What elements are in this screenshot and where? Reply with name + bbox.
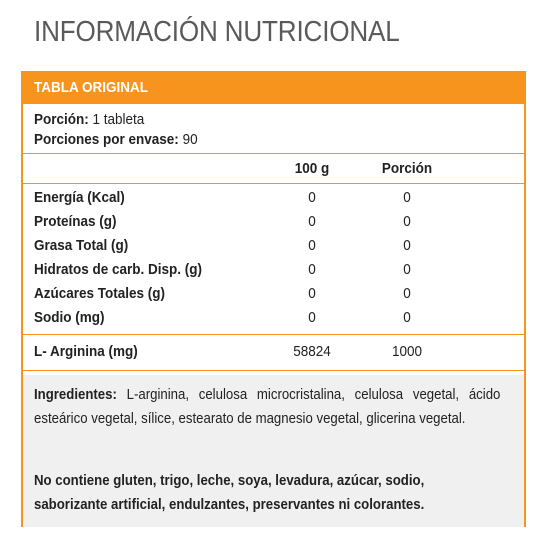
- row-value-100g: 0: [308, 261, 316, 278]
- ingredients-panel: Ingredientes: L-arginina, celulosa micro…: [23, 375, 524, 527]
- row-label-fat: Grasa Total (g): [34, 237, 129, 254]
- ingredients-text: Ingredientes: L-arginina, celulosa micro…: [34, 383, 500, 431]
- row-value-portion: 0: [403, 189, 411, 206]
- servings-row: Porciones por envase: 90: [34, 131, 198, 148]
- row-label-sugars: Azúcares Totales (g): [34, 285, 166, 302]
- row-value-100g: 0: [308, 213, 316, 230]
- allergen-warning: No contiene gluten, trigo, leche, soya, …: [34, 472, 425, 513]
- row-label-proteins: Proteínas (g): [34, 213, 117, 230]
- row-label-sodium: Sodio (mg): [34, 309, 105, 326]
- row-value-portion: 0: [403, 237, 411, 254]
- servings-label: Porciones por envase:: [34, 131, 179, 148]
- row-value-portion: 1000: [391, 343, 423, 360]
- serving-row: Porción: 1 tableta: [34, 111, 144, 128]
- row-value-100g: 0: [308, 237, 316, 254]
- row-value-100g: 58824: [293, 343, 331, 360]
- ingredients-label: Ingredientes:: [34, 386, 117, 403]
- row-value-100g: 0: [308, 285, 316, 302]
- column-header-100g: 100 g: [294, 160, 330, 177]
- row-value-portion: 0: [403, 213, 411, 230]
- table-header-band: TABLA ORIGINAL: [23, 73, 524, 104]
- row-label-carbs: Hidratos de carb. Disp. (g): [34, 261, 203, 278]
- serving-value: 1 tableta: [92, 111, 145, 128]
- table-header-label: TABLA ORIGINAL: [34, 79, 148, 96]
- row-label-energy: Energía (Kcal): [34, 189, 125, 206]
- column-header-portion: Porción: [381, 160, 433, 177]
- row-value-portion: 0: [403, 309, 411, 326]
- serving-label: Porción:: [34, 111, 89, 128]
- row-value-portion: 0: [403, 261, 411, 278]
- servings-value: 90: [182, 131, 198, 148]
- nutrition-table: TABLA ORIGINAL Porción: 1 tableta Porcio…: [21, 71, 526, 527]
- row-value-100g: 0: [308, 309, 316, 326]
- divider: [23, 370, 524, 371]
- divider: [23, 183, 524, 184]
- row-value-portion: 0: [403, 285, 411, 302]
- divider: [23, 334, 524, 335]
- row-label-arginine: L- Arginina (mg): [34, 343, 138, 360]
- ingredients-list: L-arginina, celulosa microcristalina, ce…: [34, 386, 501, 427]
- page-title: INFORMACIÓN NUTRICIONAL: [34, 16, 400, 48]
- row-value-100g: 0: [308, 189, 316, 206]
- divider: [23, 153, 524, 154]
